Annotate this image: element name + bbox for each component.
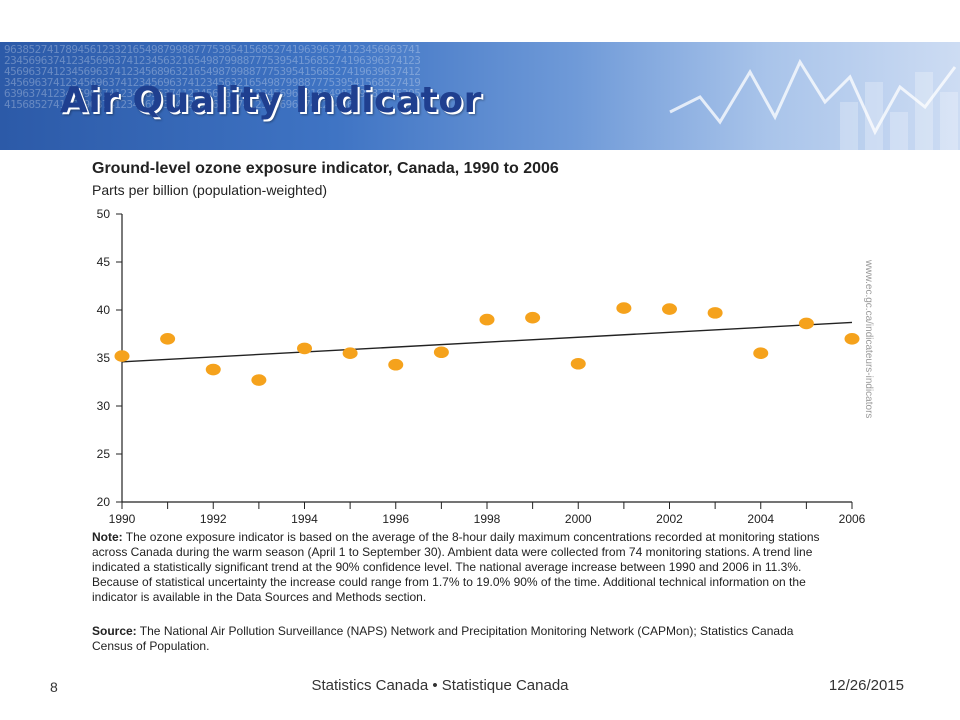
data-point <box>433 346 449 359</box>
chart-subtitle: Parts per billion (population-weighted) <box>92 182 328 198</box>
chart-note: Note: The ozone exposure indicator is ba… <box>92 530 832 605</box>
y-tick-label: 25 <box>97 447 111 461</box>
x-tick-label: 1992 <box>200 512 227 526</box>
banner-digits-pattern: 9638527417894561233216549879988777539541… <box>4 43 421 111</box>
data-point <box>616 302 632 314</box>
header-banner: 9638527417894561233216549879988777539541… <box>0 42 960 150</box>
x-tick-label: 2000 <box>565 512 592 526</box>
data-point <box>707 307 723 319</box>
slide-title: Air Quality Indicator <box>60 80 482 121</box>
y-tick-label: 50 <box>97 207 111 221</box>
data-point <box>114 350 130 362</box>
data-point <box>753 347 769 359</box>
source-text: The National Air Pollution Surveillance … <box>92 624 794 653</box>
source-label: Source: <box>92 624 137 638</box>
x-tick-label: 2004 <box>747 512 774 526</box>
trend-line <box>121 321 853 363</box>
data-point <box>844 333 860 345</box>
y-tick-label: 20 <box>97 495 111 509</box>
x-tick-label: 1994 <box>291 512 318 526</box>
data-point <box>205 363 221 376</box>
data-point <box>342 347 358 359</box>
footer-date: 12/26/2015 <box>828 677 904 694</box>
note-label: Note: <box>92 530 123 544</box>
side-url-label: www.ec.gc.ca/indicateurs-indicators <box>863 259 874 418</box>
footer-text: Statistics Canada • Statistique Canada <box>311 677 569 694</box>
ozone-scatter-chart: 20 25 30 35 40 45 50 1990 1992 1994 1996 1998 2000 2… <box>97 207 874 526</box>
note-text: The ozone exposure indicator is based on… <box>92 530 820 604</box>
data-point <box>662 303 677 315</box>
x-tick-label: 1998 <box>474 512 501 526</box>
data-point <box>479 313 495 326</box>
chart-source: Source: The National Air Pollution Surve… <box>92 624 832 654</box>
data-point <box>525 311 541 324</box>
banner-chart-decoration <box>669 58 958 150</box>
y-tick-label: 40 <box>97 303 111 317</box>
data-point <box>570 357 586 370</box>
data-points <box>114 302 860 386</box>
data-point <box>251 374 267 386</box>
trend-line-group <box>121 321 853 363</box>
data-point <box>388 358 404 371</box>
slide-number: 8 <box>50 679 58 695</box>
x-tick-label: 2006 <box>839 512 866 526</box>
data-point <box>160 333 176 345</box>
data-point <box>297 342 312 355</box>
y-tick-label: 35 <box>97 351 111 365</box>
y-tick-label: 30 <box>97 399 111 413</box>
y-tick-label: 45 <box>97 255 111 269</box>
x-tick-label: 1996 <box>382 512 409 526</box>
x-tick-label: 1990 <box>109 512 136 526</box>
chart-title: Ground-level ozone exposure indicator, C… <box>92 160 559 177</box>
x-axis: 1990 1992 1994 1996 1998 2000 2002 2004 2006 <box>109 501 866 526</box>
data-point <box>798 317 814 330</box>
x-tick-label: 2002 <box>656 512 683 526</box>
